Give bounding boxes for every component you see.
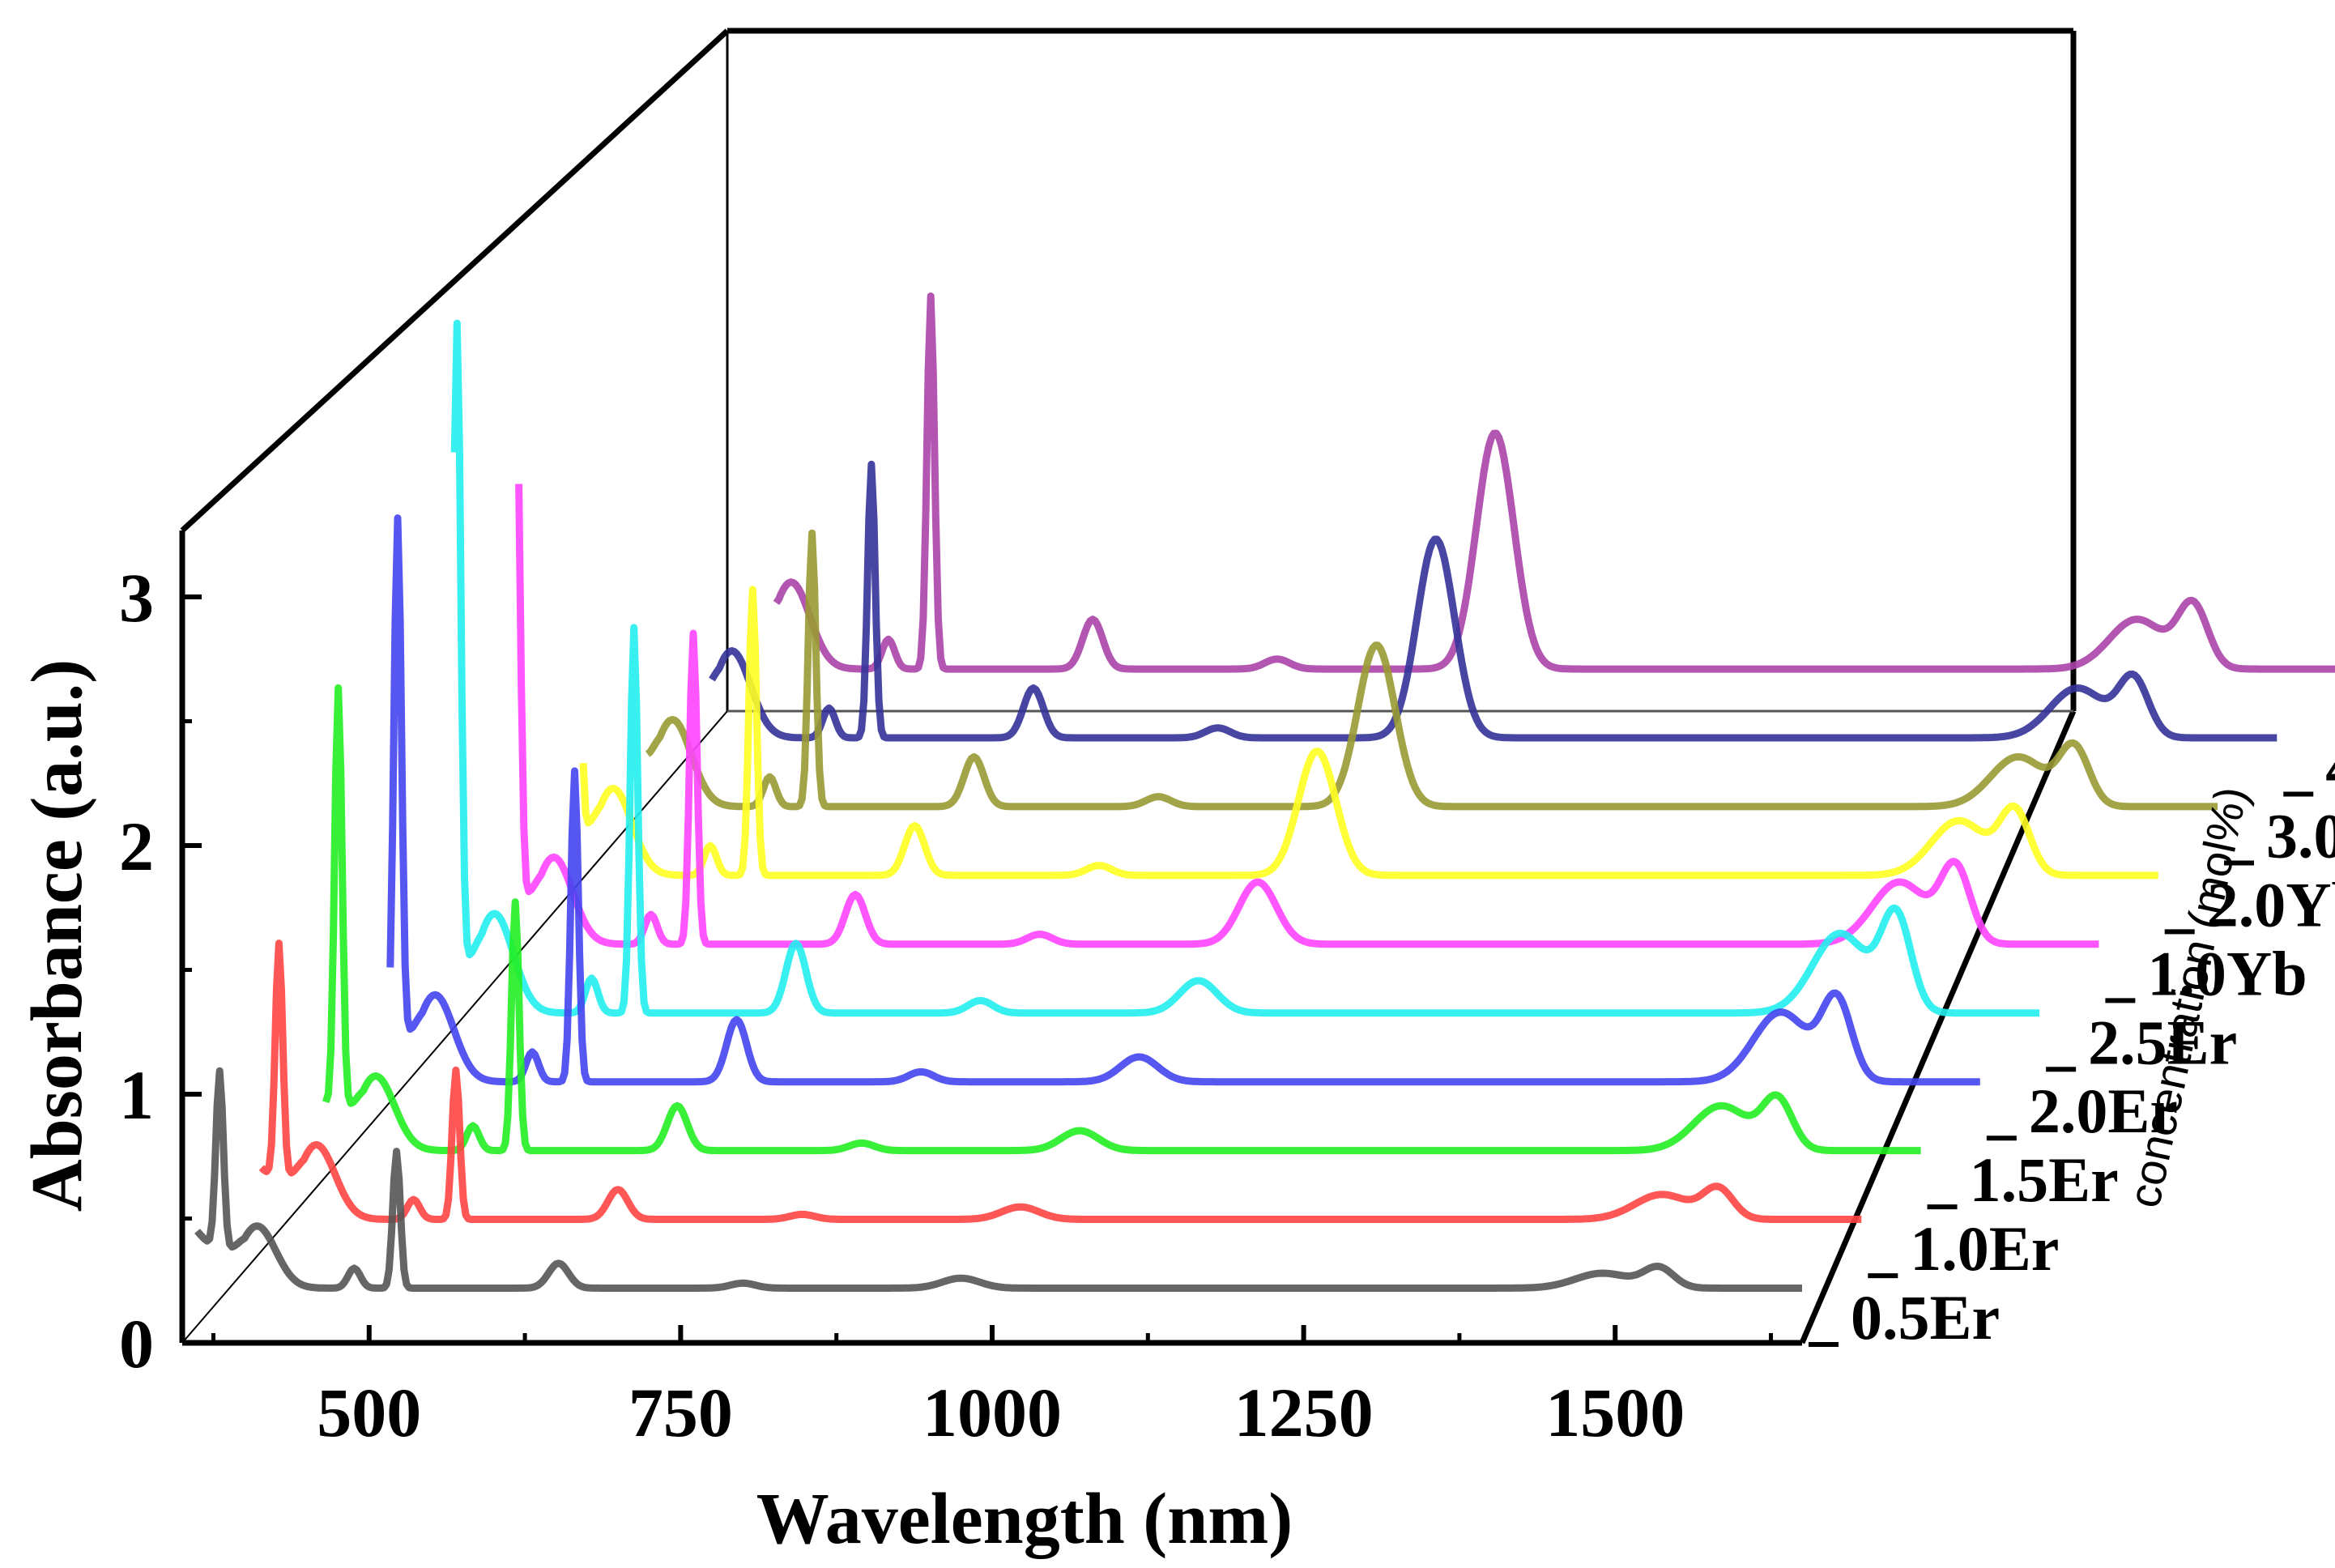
series-label-2-0er: 2.0Er <box>2029 1076 2178 1146</box>
series-line-1-0yb <box>515 484 2100 948</box>
x-tick-label: 750 <box>628 1374 733 1451</box>
series-label-2-5er: 2.5Er <box>2088 1007 2237 1077</box>
series-line-1-0er <box>258 940 1863 1223</box>
label-layer: 5.0Yb4.0Yb3.0Yb2.0Yb1.0Yb2.5Er2.0Er1.5Er… <box>1809 732 2335 1353</box>
series-line-3-0yb <box>645 529 2219 811</box>
series-line-1-5er <box>322 684 1922 1155</box>
series-label-1-5er: 1.5Er <box>1970 1144 2119 1215</box>
series-label-3-0yb: 3.0Yb <box>2266 800 2335 871</box>
series-line-4-0yb <box>709 460 2278 742</box>
y-tick-label: 0 <box>119 1305 154 1383</box>
series-line-2-0yb <box>579 586 2160 880</box>
x-axis-title: Wavelength (nm) <box>756 1479 1293 1559</box>
series-label-0-5er: 0.5Er <box>1851 1282 2000 1353</box>
x-tick-label: 1500 <box>1545 1374 1685 1451</box>
top-depth-edge <box>180 28 730 533</box>
series-label-1-0er: 1.0Er <box>1910 1213 2059 1284</box>
y-tick-label: 2 <box>119 807 154 885</box>
x-tick-label: 500 <box>317 1374 421 1451</box>
series-line-2-5er <box>450 319 2041 1017</box>
series-label-2-0yb: 2.0Yb <box>2207 869 2335 940</box>
tick-layer: 500 750 1000 1250 1500 0 1 2 3 <box>119 559 1774 1451</box>
y-tick-label: 3 <box>119 559 154 637</box>
series-line-5-0yb <box>773 292 2335 673</box>
series-label-4-0yb: 4.0Yb <box>2325 732 2335 803</box>
axes-frame <box>179 28 2077 1346</box>
series-layer <box>194 292 2335 1292</box>
y-tick-label: 1 <box>119 1056 154 1134</box>
y-axis-title: Absorbance (a.u.) <box>17 659 97 1212</box>
right-depth-edge <box>1799 709 2077 1344</box>
x-tick-label: 1000 <box>922 1374 1062 1451</box>
series-line-2-0er <box>386 514 1982 1086</box>
x-tick-label: 1250 <box>1234 1374 1374 1451</box>
series-line-0-5er <box>194 1067 1804 1292</box>
series-label-1-0yb: 1.0Yb <box>2147 938 2307 1008</box>
